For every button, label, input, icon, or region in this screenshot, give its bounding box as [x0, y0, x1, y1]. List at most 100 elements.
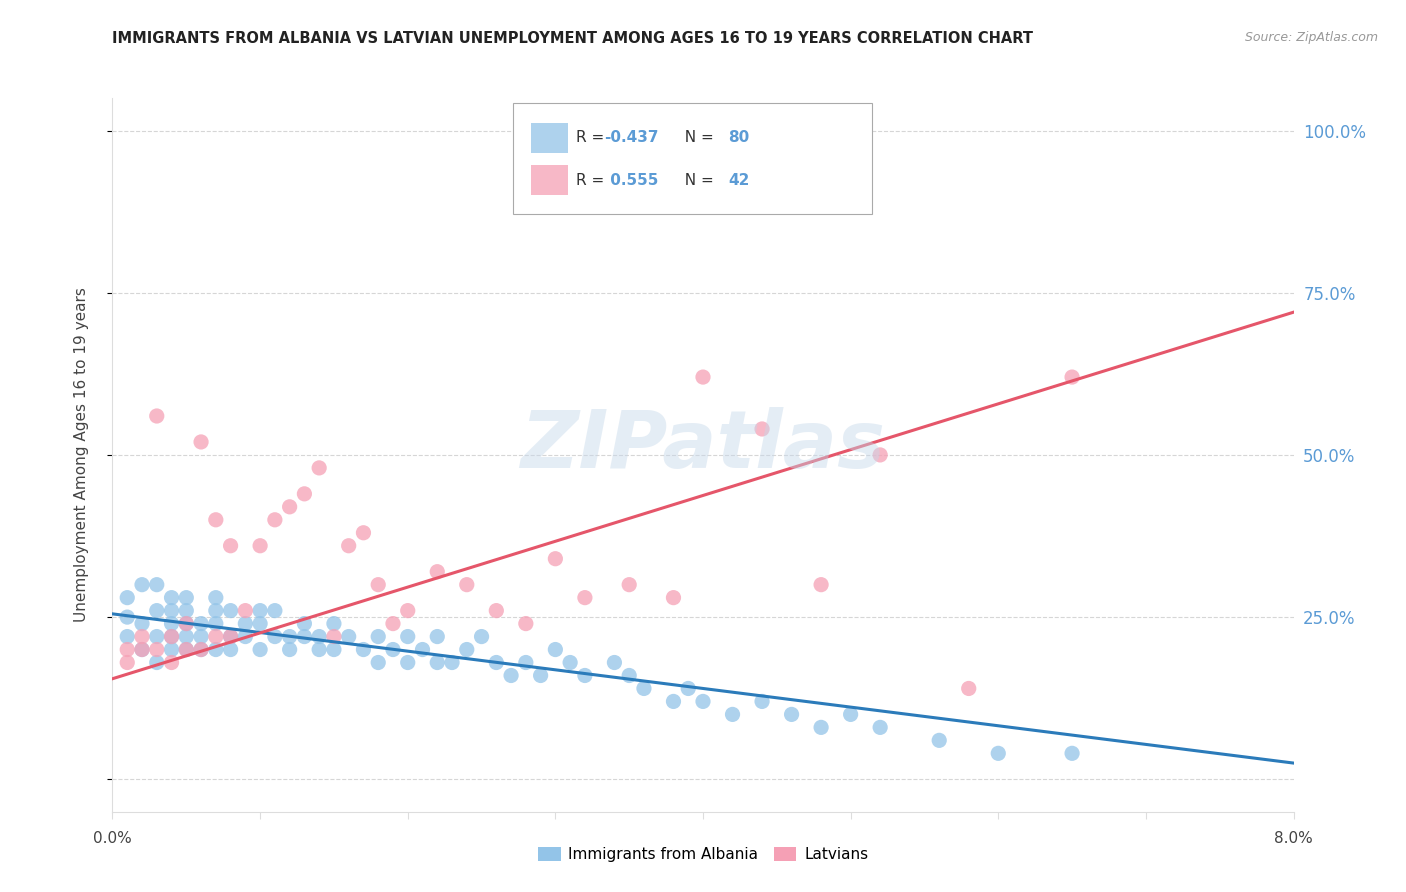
Text: 0.555: 0.555 [605, 173, 658, 187]
Point [249, 616, 271, 631]
Point [160, 642, 183, 657]
Text: Source: ZipAtlas.com: Source: ZipAtlas.com [1244, 31, 1378, 45]
Point [839, 707, 862, 722]
Legend: Immigrants from Albania, Latvians: Immigrants from Albania, Latvians [531, 841, 875, 868]
Point [721, 707, 744, 722]
Point [219, 642, 242, 657]
Point [987, 747, 1010, 761]
Point [619, 577, 641, 591]
Point [117, 610, 138, 624]
Point [117, 591, 138, 605]
Point [367, 630, 389, 644]
Point [574, 668, 596, 682]
Point [1062, 370, 1084, 384]
Point [529, 668, 551, 682]
Point [233, 604, 256, 618]
Point [278, 642, 301, 657]
Point [190, 642, 212, 657]
Point [264, 630, 287, 644]
Point [810, 577, 832, 591]
Point [131, 630, 153, 644]
Point [751, 694, 773, 708]
Point [264, 513, 287, 527]
Point [131, 616, 153, 631]
Point [352, 642, 374, 657]
Point [308, 630, 330, 644]
Point [337, 630, 360, 644]
Text: N =: N = [675, 130, 718, 145]
Point [515, 616, 537, 631]
Point [692, 694, 714, 708]
Y-axis label: Unemployment Among Ages 16 to 19 years: Unemployment Among Ages 16 to 19 years [75, 287, 89, 623]
Point [160, 630, 183, 644]
Point [928, 733, 950, 747]
Point [233, 630, 256, 644]
Point [456, 642, 478, 657]
Point [426, 565, 449, 579]
Point [603, 656, 626, 670]
Point [751, 422, 773, 436]
Point [501, 668, 523, 682]
Point [382, 642, 405, 657]
Point [780, 707, 803, 722]
Point [471, 630, 494, 644]
Point [396, 656, 419, 670]
Point [278, 630, 301, 644]
Point [174, 616, 197, 631]
Point [426, 630, 449, 644]
Point [456, 577, 478, 591]
Point [633, 681, 655, 696]
Point [367, 656, 389, 670]
Point [219, 539, 242, 553]
Point [146, 409, 169, 423]
Text: N =: N = [675, 173, 718, 187]
Point [174, 642, 197, 657]
Point [205, 513, 228, 527]
Point [441, 656, 464, 670]
Point [574, 591, 596, 605]
Point [174, 591, 197, 605]
Point [1062, 747, 1084, 761]
Point [544, 551, 567, 566]
Point [337, 539, 360, 553]
Point [678, 681, 700, 696]
Point [146, 604, 169, 618]
Text: 8.0%: 8.0% [1274, 831, 1313, 846]
Point [160, 604, 183, 618]
Point [560, 656, 582, 670]
Point [485, 656, 508, 670]
Text: R =: R = [576, 173, 610, 187]
Text: -0.437: -0.437 [605, 130, 659, 145]
Point [146, 630, 169, 644]
Point [174, 604, 197, 618]
Point [396, 604, 419, 618]
Point [205, 604, 228, 618]
Point [249, 539, 271, 553]
Point [692, 370, 714, 384]
Point [869, 448, 891, 462]
Point [323, 642, 346, 657]
Point [308, 642, 330, 657]
Text: 0.0%: 0.0% [93, 831, 132, 846]
Point [485, 604, 508, 618]
Point [131, 642, 153, 657]
Text: 42: 42 [728, 173, 749, 187]
Point [292, 616, 315, 631]
Point [323, 616, 346, 631]
Point [146, 642, 169, 657]
Point [219, 630, 242, 644]
Point [292, 487, 315, 501]
Point [190, 630, 212, 644]
Point [174, 616, 197, 631]
Point [544, 642, 567, 657]
Point [190, 616, 212, 631]
Point [426, 656, 449, 670]
Point [957, 681, 980, 696]
Point [117, 642, 138, 657]
Point [190, 434, 212, 449]
Text: 80: 80 [728, 130, 749, 145]
Point [323, 630, 346, 644]
Point [160, 616, 183, 631]
Text: IMMIGRANTS FROM ALBANIA VS LATVIAN UNEMPLOYMENT AMONG AGES 16 TO 19 YEARS CORREL: IMMIGRANTS FROM ALBANIA VS LATVIAN UNEMP… [112, 31, 1033, 46]
Point [146, 577, 169, 591]
